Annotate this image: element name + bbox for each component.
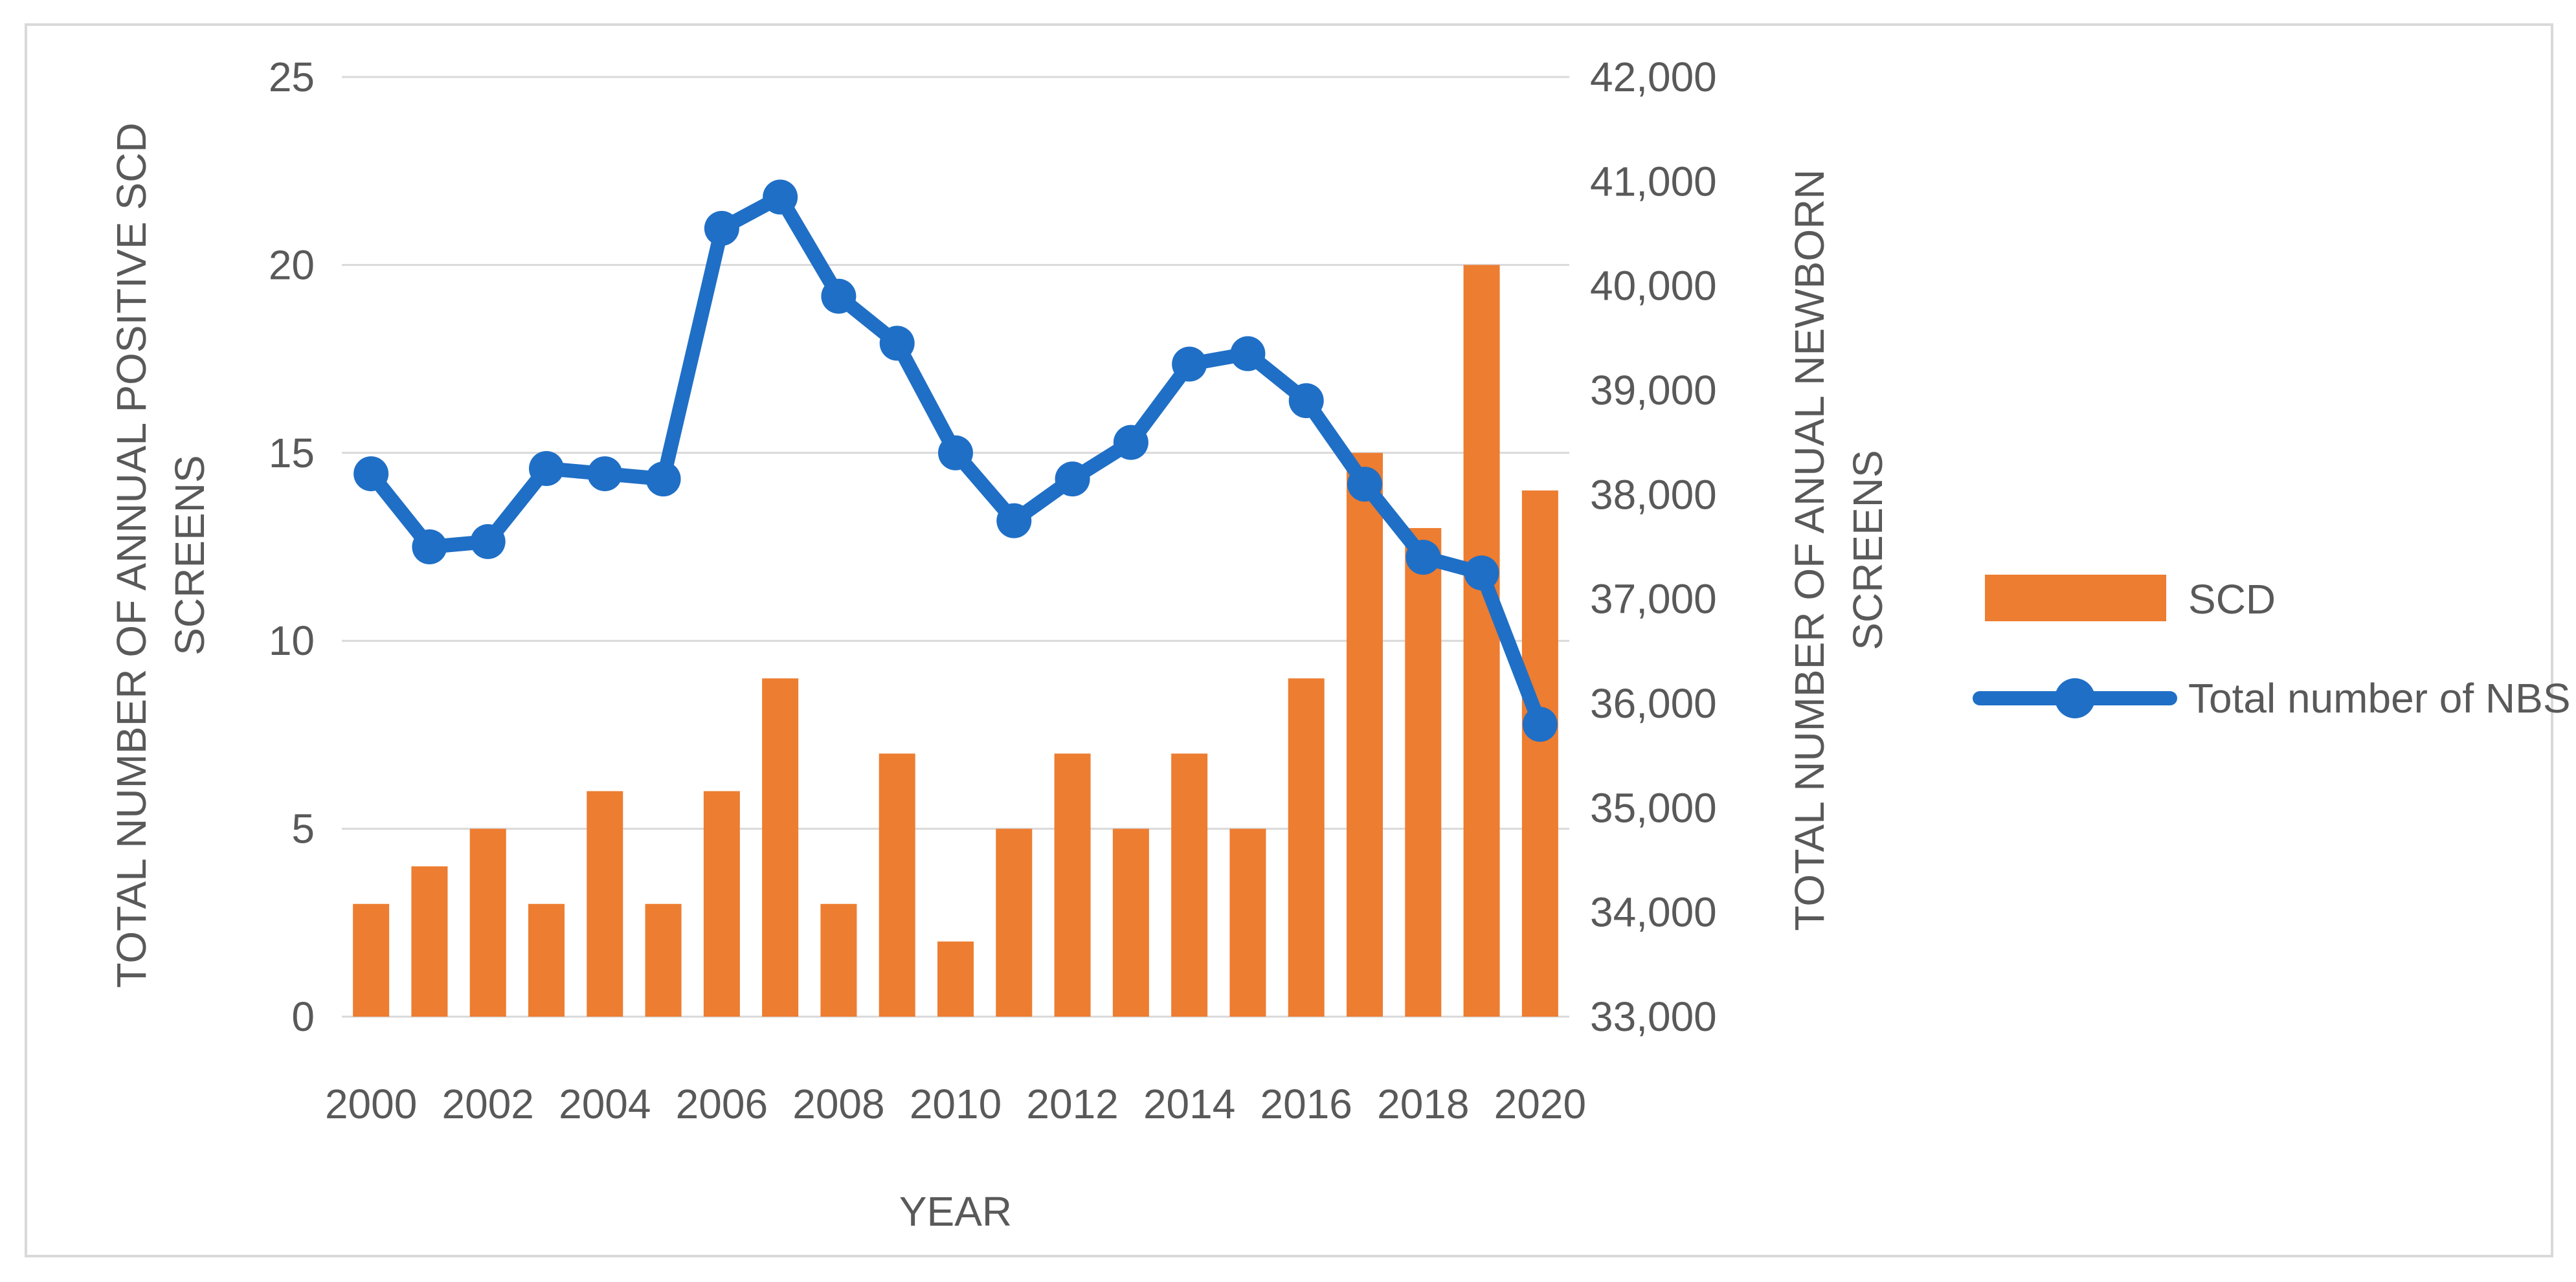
legend-label-nbs: Total number of NBS: [2188, 675, 2571, 722]
bar-2002: [469, 828, 506, 1017]
x-axis-title: YEAR: [899, 1188, 1012, 1235]
bar-2004: [587, 791, 623, 1017]
nbs-marker-2000: [353, 456, 389, 492]
bar-2006: [703, 791, 740, 1017]
nbs-marker-2007: [763, 179, 798, 215]
nbs-marker-2008: [821, 278, 857, 314]
nbs-marker-2019: [1464, 555, 1499, 591]
nbs-marker-2002: [470, 524, 506, 559]
bar-2009: [879, 753, 915, 1017]
right-axis-tick-label: 42,000: [1590, 54, 1717, 100]
right-axis-title-line1: TOTAL NUMBER OF ANUAL NEWBORN: [1786, 169, 1833, 931]
left-axis-title-line2: SCREENS: [166, 455, 213, 655]
bar-2018: [1405, 527, 1442, 1017]
x-axis-tick-label: 2002: [442, 1081, 534, 1127]
nbs-marker-2004: [587, 456, 623, 492]
nbs-marker-2010: [938, 435, 973, 470]
left-axis-tick-label: 0: [291, 993, 315, 1040]
nbs-marker-2012: [1055, 461, 1090, 497]
left-axis-tick-label: 10: [269, 617, 315, 664]
nbs-marker-2001: [412, 529, 447, 564]
legend-marker-nbs-icon: [2055, 678, 2095, 718]
right-axis-tick-label: 41,000: [1590, 158, 1717, 204]
bar-2007: [762, 678, 799, 1017]
left-axis-tick-label: 20: [269, 241, 315, 288]
legend: SCD Total number of NBS: [1973, 575, 2571, 722]
x-axis-tick-label: 2020: [1494, 1081, 1586, 1127]
x-axis-tick-label: 2004: [559, 1081, 651, 1127]
right-axis-tick-label: 33,000: [1590, 993, 1717, 1040]
right-axis-tick-label: 37,000: [1590, 576, 1717, 623]
x-axis-tick-label: 2014: [1143, 1081, 1235, 1127]
bar-2012: [1054, 753, 1091, 1017]
x-axis-tick-label: 2008: [792, 1081, 884, 1127]
legend-label-scd: SCD: [2188, 576, 2276, 623]
nbs-marker-2013: [1113, 425, 1148, 460]
bar-2008: [820, 903, 857, 1017]
bar-2011: [996, 828, 1033, 1017]
right-axis-tick-label: 40,000: [1590, 263, 1717, 309]
bar-2010: [937, 941, 974, 1017]
right-axis-title-line2: SCREENS: [1844, 450, 1891, 650]
right-axis-tick-label: 36,000: [1590, 680, 1717, 727]
nbs-marker-2011: [996, 503, 1032, 538]
right-axis-tick-label: 35,000: [1590, 784, 1717, 831]
bar-2014: [1171, 753, 1208, 1017]
nbs-marker-2015: [1230, 336, 1266, 371]
bar-2016: [1288, 678, 1325, 1017]
x-axis-tick-label: 2010: [910, 1081, 1002, 1127]
x-axis-tick-label: 2000: [325, 1081, 417, 1127]
right-axis-tick-label: 34,000: [1590, 889, 1717, 936]
bar-2001: [411, 866, 448, 1017]
bar-2000: [353, 903, 390, 1017]
legend-swatch-scd-icon: [1985, 575, 2166, 621]
nbs-marker-2020: [1522, 707, 1558, 742]
bar-2003: [528, 903, 565, 1017]
left-axis-title-line1: TOTAL NUMBER OF ANNUAL POSITIVE SCD: [108, 122, 155, 988]
right-axis-tick-label: 38,000: [1590, 471, 1717, 518]
nbs-marker-2003: [529, 451, 564, 486]
left-axis-tick-label: 15: [269, 430, 315, 476]
left-axis-tick-label: 25: [269, 54, 315, 100]
x-axis-tick-label: 2018: [1377, 1081, 1469, 1127]
nbs-marker-2017: [1347, 467, 1382, 502]
nbs-marker-2009: [879, 326, 915, 361]
nbs-marker-2014: [1172, 346, 1207, 382]
x-axis-tick-label: 2012: [1026, 1081, 1118, 1127]
x-axis-tick-label: 2006: [676, 1081, 768, 1127]
nbs-marker-2018: [1406, 540, 1441, 575]
bar-2005: [645, 903, 682, 1017]
nbs-marker-2016: [1288, 383, 1324, 419]
nbs-marker-2006: [704, 210, 739, 246]
nbs-marker-2005: [645, 461, 681, 497]
bar-2019: [1463, 265, 1500, 1017]
x-axis-tick-label: 2016: [1260, 1081, 1352, 1127]
chart-border: [25, 23, 2553, 1257]
bar-2013: [1112, 828, 1149, 1017]
left-axis-tick-label: 5: [291, 806, 315, 852]
right-axis-tick-label: 39,000: [1590, 367, 1717, 414]
bar-2020: [1521, 490, 1558, 1017]
bar-2017: [1347, 452, 1383, 1017]
bar-2015: [1229, 828, 1266, 1017]
